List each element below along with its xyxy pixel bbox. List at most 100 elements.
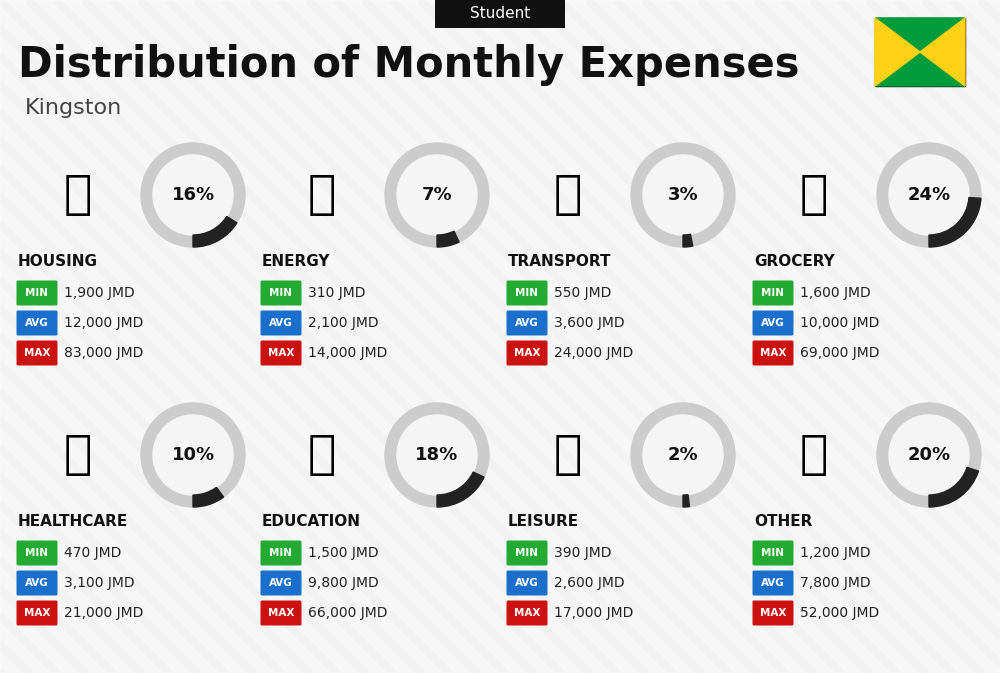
Polygon shape <box>875 52 965 86</box>
Text: MAX: MAX <box>514 608 540 618</box>
Text: 17,000 JMD: 17,000 JMD <box>554 606 633 620</box>
Polygon shape <box>875 18 920 86</box>
Text: GROCERY: GROCERY <box>754 254 835 269</box>
Circle shape <box>643 155 723 235</box>
Text: AVG: AVG <box>515 318 539 328</box>
FancyBboxPatch shape <box>507 571 548 596</box>
Text: MAX: MAX <box>268 348 294 358</box>
FancyBboxPatch shape <box>16 310 58 336</box>
Circle shape <box>889 155 969 235</box>
Text: 🔌: 🔌 <box>308 172 336 217</box>
Text: 1,200 JMD: 1,200 JMD <box>800 546 871 560</box>
Wedge shape <box>193 217 237 247</box>
Wedge shape <box>929 197 981 247</box>
Text: ENERGY: ENERGY <box>262 254 330 269</box>
Text: EDUCATION: EDUCATION <box>262 514 361 530</box>
Text: 3,600 JMD: 3,600 JMD <box>554 316 625 330</box>
Text: 18%: 18% <box>415 446 459 464</box>
Text: MIN: MIN <box>516 288 538 298</box>
FancyBboxPatch shape <box>753 600 794 625</box>
Wedge shape <box>631 403 735 507</box>
Text: 14,000 JMD: 14,000 JMD <box>308 346 387 360</box>
Text: 390 JMD: 390 JMD <box>554 546 612 560</box>
Wedge shape <box>929 467 978 507</box>
Text: MIN: MIN <box>26 548 48 558</box>
Text: 7%: 7% <box>422 186 452 204</box>
Bar <box>875 18 965 86</box>
Text: 2%: 2% <box>668 446 698 464</box>
FancyBboxPatch shape <box>260 540 302 565</box>
Wedge shape <box>437 472 484 507</box>
FancyBboxPatch shape <box>260 310 302 336</box>
Wedge shape <box>631 143 735 247</box>
Text: 20%: 20% <box>907 446 951 464</box>
Text: 1,500 JMD: 1,500 JMD <box>308 546 379 560</box>
FancyBboxPatch shape <box>507 341 548 365</box>
Text: Distribution of Monthly Expenses: Distribution of Monthly Expenses <box>18 44 800 86</box>
FancyBboxPatch shape <box>16 540 58 565</box>
Wedge shape <box>193 487 224 507</box>
Text: MAX: MAX <box>760 608 786 618</box>
Text: MIN: MIN <box>516 548 538 558</box>
Polygon shape <box>920 18 965 86</box>
Text: 3%: 3% <box>668 186 698 204</box>
Text: 10,000 JMD: 10,000 JMD <box>800 316 879 330</box>
FancyBboxPatch shape <box>507 310 548 336</box>
Text: 🚌: 🚌 <box>554 172 582 217</box>
Text: 52,000 JMD: 52,000 JMD <box>800 606 879 620</box>
Text: AVG: AVG <box>761 318 785 328</box>
FancyBboxPatch shape <box>753 341 794 365</box>
FancyBboxPatch shape <box>753 540 794 565</box>
Text: 2,600 JMD: 2,600 JMD <box>554 576 625 590</box>
Text: 66,000 JMD: 66,000 JMD <box>308 606 388 620</box>
Text: TRANSPORT: TRANSPORT <box>508 254 612 269</box>
Text: MAX: MAX <box>514 348 540 358</box>
Text: HEALTHCARE: HEALTHCARE <box>18 514 128 530</box>
Text: 10%: 10% <box>171 446 215 464</box>
Circle shape <box>153 415 233 495</box>
Text: MIN: MIN <box>270 288 292 298</box>
Text: AVG: AVG <box>761 578 785 588</box>
Polygon shape <box>875 18 965 52</box>
Circle shape <box>153 155 233 235</box>
Text: 69,000 JMD: 69,000 JMD <box>800 346 880 360</box>
Text: AVG: AVG <box>269 578 293 588</box>
FancyBboxPatch shape <box>753 281 794 306</box>
Text: MAX: MAX <box>24 348 50 358</box>
Text: AVG: AVG <box>25 578 49 588</box>
Text: AVG: AVG <box>269 318 293 328</box>
Wedge shape <box>141 403 245 507</box>
Wedge shape <box>683 495 690 507</box>
Wedge shape <box>683 234 693 247</box>
Text: MIN: MIN <box>270 548 292 558</box>
Text: 🛍: 🛍 <box>554 433 582 478</box>
Circle shape <box>397 155 477 235</box>
FancyBboxPatch shape <box>507 600 548 625</box>
Text: 🎓: 🎓 <box>308 433 336 478</box>
Text: 470 JMD: 470 JMD <box>64 546 121 560</box>
Text: MAX: MAX <box>760 348 786 358</box>
Text: 24%: 24% <box>907 186 951 204</box>
Text: 9,800 JMD: 9,800 JMD <box>308 576 379 590</box>
Text: 12,000 JMD: 12,000 JMD <box>64 316 143 330</box>
FancyBboxPatch shape <box>260 600 302 625</box>
Text: 310 JMD: 310 JMD <box>308 286 366 300</box>
Wedge shape <box>437 232 459 247</box>
Wedge shape <box>385 143 489 247</box>
Wedge shape <box>385 403 489 507</box>
FancyBboxPatch shape <box>753 571 794 596</box>
Text: 1,600 JMD: 1,600 JMD <box>800 286 871 300</box>
Text: OTHER: OTHER <box>754 514 812 530</box>
Text: 83,000 JMD: 83,000 JMD <box>64 346 143 360</box>
Text: 24,000 JMD: 24,000 JMD <box>554 346 633 360</box>
Text: 16%: 16% <box>171 186 215 204</box>
Text: 3,100 JMD: 3,100 JMD <box>64 576 135 590</box>
Circle shape <box>643 415 723 495</box>
FancyBboxPatch shape <box>260 341 302 365</box>
Text: MIN: MIN <box>26 288 48 298</box>
Text: 🛒: 🛒 <box>800 172 828 217</box>
Text: MAX: MAX <box>268 608 294 618</box>
Wedge shape <box>141 143 245 247</box>
Text: MAX: MAX <box>24 608 50 618</box>
FancyBboxPatch shape <box>260 571 302 596</box>
